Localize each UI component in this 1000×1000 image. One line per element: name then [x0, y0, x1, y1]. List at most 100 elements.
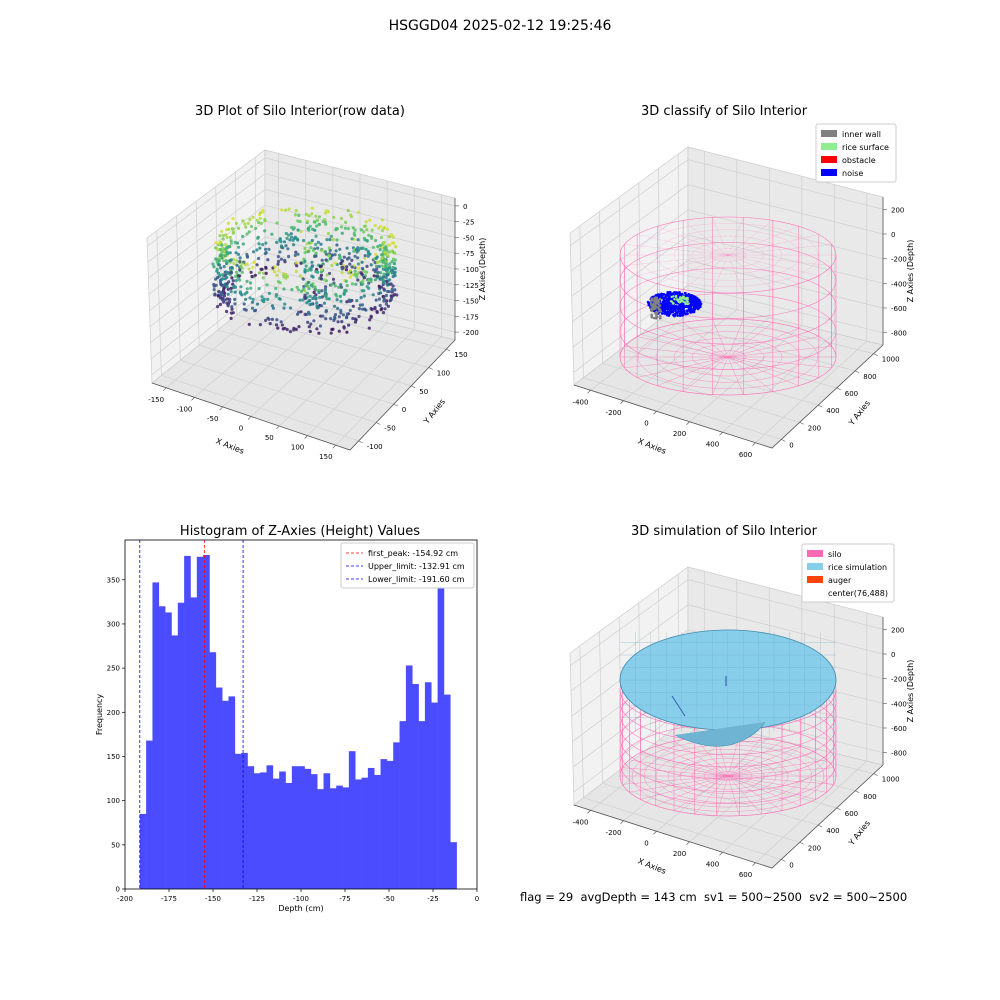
- p1-scatter-point: [382, 241, 386, 245]
- p1-scatter-point: [295, 264, 299, 268]
- p4-z-axis-label: Z Axies (Depth): [906, 660, 915, 723]
- p1-scatter-point: [310, 274, 314, 278]
- histogram-bar: [203, 555, 210, 889]
- p1-scatter-point: [317, 305, 321, 309]
- p1-scatter-point: [353, 228, 357, 232]
- p1-scatter-point: [351, 304, 355, 308]
- p1-z-tick-label: -100: [463, 266, 479, 274]
- p1-scatter-point: [355, 299, 359, 303]
- p2-noise-point: [690, 294, 693, 297]
- histogram-bar: [348, 751, 356, 889]
- p1-scatter-point: [378, 259, 383, 263]
- p1-scatter-point: [368, 318, 372, 322]
- p1-scatter-point: [390, 241, 394, 245]
- p4-silo-spoke: [727, 775, 801, 806]
- p1-scatter-point: [345, 312, 349, 316]
- p1-scatter-point: [260, 298, 264, 302]
- p1-scatter-point: [218, 302, 222, 307]
- p1-scatter-point: [265, 283, 269, 287]
- p1-y-tick: [446, 348, 451, 352]
- p1-scatter-point: [381, 311, 386, 315]
- p1-scatter-point: [267, 317, 271, 321]
- p1-scatter-point: [310, 238, 314, 243]
- p2-silo-spoke: [712, 254, 729, 293]
- p1-scatter-point: [382, 288, 387, 292]
- p1-scatter-point: [314, 269, 318, 273]
- p1-scatter-point: [227, 227, 231, 231]
- p1-scatter-point: [225, 285, 229, 289]
- p1-scatter-point: [374, 238, 378, 243]
- p4-silo-spoke: [655, 775, 729, 806]
- p1-scatter-point: [291, 227, 295, 231]
- p1-scatter-point: [339, 285, 343, 289]
- p2-inner-wall-point: [659, 316, 662, 320]
- p1-scatter-point: [378, 244, 382, 248]
- p1-scatter-point: [334, 249, 338, 253]
- p1-scatter-point: [276, 255, 280, 259]
- p1-scatter-point: [310, 260, 314, 264]
- p1-x-tick: [219, 406, 223, 411]
- p1-scatter-point: [240, 293, 244, 297]
- p1-y-axis-label: Y Axies: [421, 397, 447, 426]
- p2-y-gridline: [579, 225, 782, 440]
- histogram-x-tick-label: -125: [249, 895, 265, 903]
- p1-scatter-point: [230, 276, 234, 280]
- p1-scatter-point: [219, 254, 223, 258]
- histogram-bar: [241, 752, 248, 889]
- p1-scatter-point: [348, 275, 353, 279]
- p1-scatter-point: [370, 228, 374, 232]
- p1-scatter-point: [353, 269, 357, 273]
- p1-scatter-point: [279, 244, 284, 248]
- histogram-bar: [323, 773, 331, 889]
- p1-scatter-point: [216, 248, 220, 252]
- p1-y-gridline: [156, 230, 359, 442]
- p2-silo-spoke: [712, 217, 729, 256]
- p1-scatter-point: [230, 266, 234, 270]
- p1-scatter-point: [299, 310, 303, 314]
- p1-scatter-point: [245, 279, 249, 283]
- p1-scatter-point: [314, 234, 318, 238]
- p1-scatter-point: [302, 284, 306, 289]
- p1-scatter-point: [252, 260, 256, 265]
- p2-silo-ring: [637, 223, 819, 287]
- p1-scatter-point: [365, 285, 369, 289]
- p4-z-gridline: [570, 604, 884, 692]
- p1-scatter-point: [362, 236, 366, 240]
- p4-x-gridline: [722, 604, 835, 853]
- p1-scatter-point: [285, 275, 289, 279]
- p1-scatter-point: [249, 286, 253, 290]
- p1-scatter-point: [252, 250, 256, 254]
- p2-rice-surface-point: [679, 300, 682, 303]
- histogram-bar: [209, 652, 217, 889]
- p2-noise-point: [697, 298, 701, 302]
- histogram-legend-label: Upper_limit: -132.91 cm: [368, 562, 465, 571]
- p1-scatter-point: [341, 313, 345, 317]
- p1-scatter-point: [298, 298, 302, 302]
- p1-scatter-point: [296, 252, 300, 256]
- p1-scatter-point: [307, 310, 311, 314]
- p1-scatter-point: [375, 309, 379, 314]
- p2-x-tick-label: 200: [673, 430, 686, 438]
- p1-scatter-point: [350, 237, 354, 241]
- p1-scatter-point: [323, 289, 327, 293]
- p2-silo-spoke: [727, 217, 744, 256]
- p2-noise-point: [687, 293, 691, 296]
- histogram-bar: [298, 766, 305, 889]
- p4-y-tick-label: 0: [789, 861, 793, 869]
- p1-scatter-point: [296, 238, 300, 242]
- p2-legend-swatch: [821, 130, 837, 137]
- p2-noise-point: [672, 313, 675, 317]
- p1-y-tick-label: 50: [419, 388, 428, 396]
- p1-scatter-point: [374, 252, 378, 256]
- p1-x-tick: [276, 425, 280, 430]
- p1-scatter-point: [267, 291, 271, 295]
- p1-scatter-point: [222, 286, 226, 290]
- p1-scatter-point: [376, 270, 380, 274]
- p2-silo-spoke: [683, 254, 729, 290]
- p1-scatter-point: [234, 221, 238, 225]
- p2-inner-wall-point: [653, 297, 657, 301]
- p1-scatter-point: [274, 323, 279, 327]
- histogram-y-tick-label: 250: [107, 665, 120, 673]
- p1-scatter-point: [226, 271, 230, 276]
- p1-scatter-point: [283, 326, 287, 330]
